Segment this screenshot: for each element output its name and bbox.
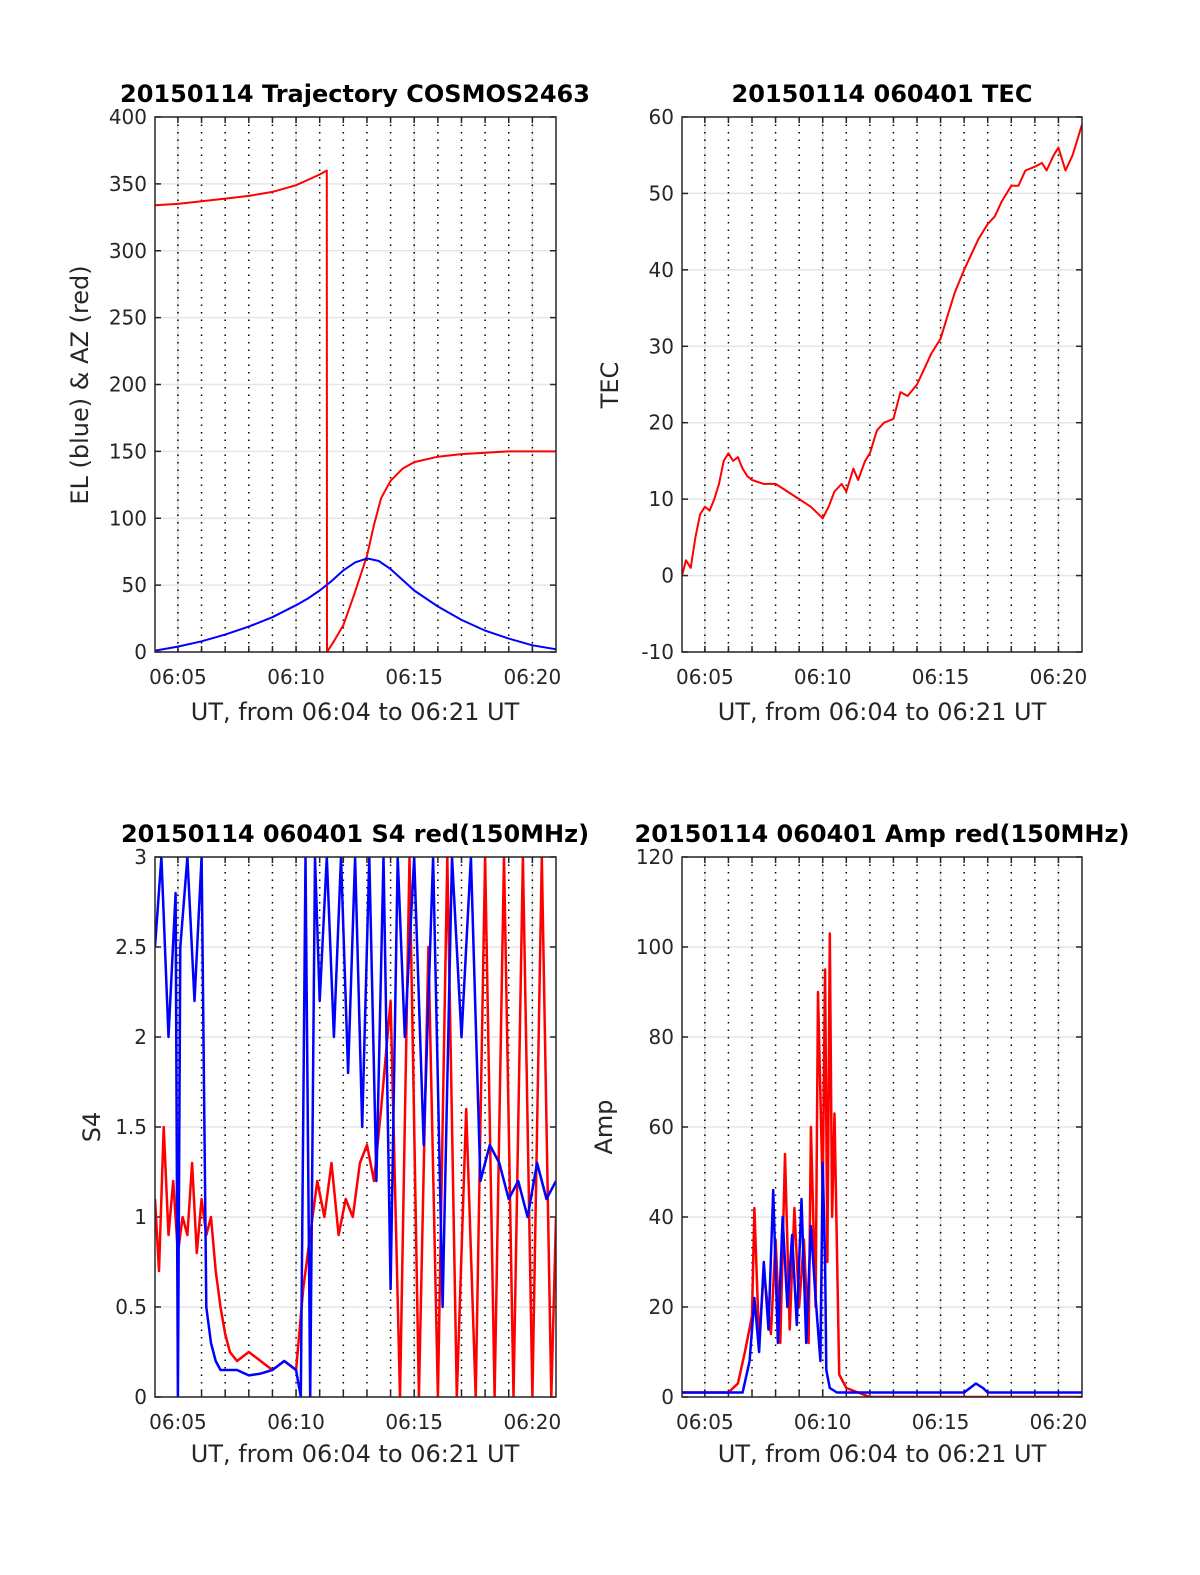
- x-tick-label: 06:20: [504, 1410, 562, 1434]
- y-tick-label: 1.5: [115, 1115, 147, 1139]
- chart-title: 20150114 Trajectory COSMOS2463: [120, 80, 590, 108]
- y-tick-label: 200: [109, 373, 147, 397]
- y-tick-label: 0: [661, 1385, 674, 1409]
- y-axis-label: TEC: [596, 362, 624, 410]
- axes-box: [154, 856, 557, 1398]
- x-tick-label: 06:05: [676, 665, 734, 689]
- axes-box: [681, 116, 1083, 653]
- series-line-red: [682, 932, 1082, 1397]
- x-axis-label: UT, from 06:04 to 06:21 UT: [718, 698, 1047, 726]
- x-tick-label: 06:05: [149, 665, 207, 689]
- y-tick-label: 1: [134, 1205, 147, 1229]
- grid: [682, 856, 1082, 1398]
- x-tick-label: 06:10: [794, 665, 852, 689]
- y-tick-label: 0: [134, 640, 147, 664]
- x-tick-label: 06:10: [267, 1410, 325, 1434]
- y-axis-label: S4: [78, 1112, 106, 1143]
- series-group: [682, 124, 1082, 576]
- y-axis-label: Amp: [590, 1099, 618, 1154]
- x-tick-label: 06:15: [385, 665, 443, 689]
- panel-trajectory: 20150114 Trajectory COSMOS2463 UT, from …: [66, 80, 590, 726]
- y-tick-label: 0.5: [115, 1295, 147, 1319]
- y-tick-label: 300: [109, 239, 147, 263]
- y-tick-label: 0: [134, 1385, 147, 1409]
- chart-title: 20150114 060401 TEC: [732, 80, 1033, 108]
- y-tick-label: 400: [109, 105, 147, 129]
- y-tick-label: 40: [649, 1205, 674, 1229]
- y-tick-label: 2: [134, 1025, 147, 1049]
- series-line-blue: [155, 557, 556, 652]
- y-tick-label: 3: [134, 845, 147, 869]
- panel-tec: 20150114 060401 TEC UT, from 06:04 to 06…: [596, 80, 1087, 726]
- x-tick-label: 06:15: [912, 665, 970, 689]
- series-group: [155, 169, 556, 652]
- x-axis-label: UT, from 06:04 to 06:21 UT: [718, 1440, 1047, 1468]
- y-tick-label: 0: [661, 564, 674, 588]
- y-tick-label: 350: [109, 172, 147, 196]
- grid: [682, 116, 1082, 653]
- axes-box: [681, 856, 1083, 1398]
- series-line-blue: [682, 1161, 1082, 1394]
- x-axis-label: UT, from 06:04 to 06:21 UT: [191, 698, 520, 726]
- x-tick-label: 06:10: [794, 1410, 852, 1434]
- series-group: [682, 932, 1082, 1397]
- x-tick-label: 06:05: [149, 1410, 207, 1434]
- y-tick-label: -10: [641, 640, 674, 664]
- x-tick-label: 06:15: [385, 1410, 443, 1434]
- y-tick-label: 60: [649, 105, 674, 129]
- series-line-red: [155, 169, 556, 652]
- x-tick-label: 06:20: [1030, 1410, 1088, 1434]
- y-tick-label: 120: [636, 845, 674, 869]
- y-tick-label: 20: [649, 411, 674, 435]
- y-tick-label: 50: [649, 181, 674, 205]
- panel-s4: 20150114 060401 S4 red(150MHz) UT, from …: [78, 820, 589, 1468]
- axes-box: [154, 116, 557, 653]
- series-line-blue: [155, 857, 556, 1397]
- y-tick-label: 10: [649, 487, 674, 511]
- chart-title: 20150114 060401 Amp red(150MHz): [635, 820, 1130, 848]
- chart-title: 20150114 060401 S4 red(150MHz): [121, 820, 589, 848]
- y-tick-label: 60: [649, 1115, 674, 1139]
- y-tick-label: 40: [649, 258, 674, 282]
- y-tick-label: 2.5: [115, 935, 147, 959]
- y-tick-label: 150: [109, 439, 147, 463]
- y-axis-label: EL (blue) & AZ (red): [66, 265, 94, 504]
- grid: [155, 116, 556, 653]
- x-tick-label: 06:10: [267, 665, 325, 689]
- y-tick-label: 100: [109, 506, 147, 530]
- x-tick-label: 06:05: [676, 1410, 734, 1434]
- y-tick-label: 20: [649, 1295, 674, 1319]
- series-line-red: [155, 857, 556, 1397]
- y-tick-label: 250: [109, 306, 147, 330]
- y-tick-label: 100: [636, 935, 674, 959]
- x-axis-label: UT, from 06:04 to 06:21 UT: [191, 1440, 520, 1468]
- y-tick-label: 50: [122, 573, 147, 597]
- panel-amp: 20150114 060401 Amp red(150MHz) UT, from…: [590, 820, 1129, 1468]
- x-tick-label: 06:15: [912, 1410, 970, 1434]
- x-tick-label: 06:20: [1030, 665, 1088, 689]
- y-tick-label: 80: [649, 1025, 674, 1049]
- series-line-red: [682, 124, 1082, 576]
- y-tick-label: 30: [649, 334, 674, 358]
- x-tick-label: 06:20: [504, 665, 562, 689]
